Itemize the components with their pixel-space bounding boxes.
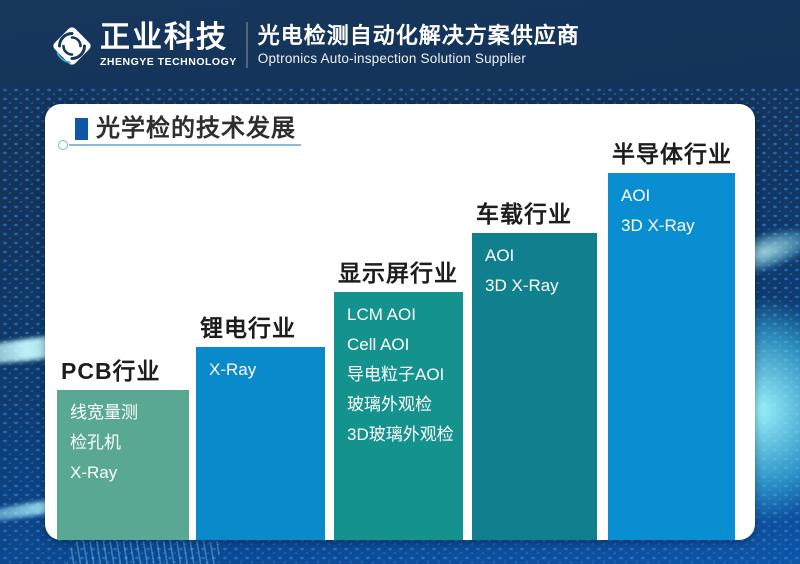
tagline-zh: 光电检测自动化解决方案供应商: [257, 22, 580, 48]
bar-group: 显示屏行业 LCM AOI Cell AOI 导电粒子AOI 玻璃外观检 3D玻璃外观检: [334, 260, 463, 540]
bar: 线宽量测检孔机 X-Ray: [57, 390, 189, 540]
bar-item: AOI: [621, 186, 651, 205]
bar: X-Ray: [196, 347, 325, 540]
bar-item: X-Ray: [209, 360, 257, 379]
tagline-en: Optronics Auto-inspection Solution Suppl…: [257, 51, 527, 67]
underline-circle-icon: [58, 140, 68, 150]
brand-block: 正业科技 ZHENGYE TECHNOLOGY: [100, 22, 237, 69]
bar-category-label: 车载行业: [476, 200, 572, 227]
bar-category-label: PCB行业: [61, 357, 161, 384]
chart: PCB行业 线宽量测检孔机 X-Ray 锂电行业 X-Ray 显示屏行业 LCM …: [45, 104, 755, 540]
bar-item: 线宽量测: [70, 403, 138, 422]
header: 正业科技 ZHENGYE TECHNOLOGY 光电检测自动化解决方案供应商 O…: [0, 0, 800, 90]
zhengye-logo-icon: [53, 27, 91, 65]
bar-item: 玻璃外观检: [347, 395, 432, 414]
bar-item: 3D玻璃外观检: [347, 425, 454, 444]
bar-item: Cell AOI: [347, 335, 410, 354]
brand-name-en: ZHENGYE TECHNOLOGY: [100, 56, 237, 69]
bar-group: 锂电行业 X-Ray: [196, 315, 325, 540]
bar: AOI 3D X-Ray: [472, 233, 597, 540]
bar-group: 车载行业 AOI 3D X-Ray: [472, 201, 597, 540]
bar-item: 3D X-Ray: [485, 276, 559, 295]
bar: LCM AOI Cell AOI 导电粒子AOI 玻璃外观检 3D玻璃外观检: [334, 292, 463, 540]
underline-line: [69, 144, 301, 146]
bar-category-label: 锂电行业: [200, 314, 296, 341]
slide-title-row: 光学检的技术发展: [75, 117, 296, 141]
bar-item: LCM AOI: [347, 305, 416, 324]
bar-item: 检孔机: [70, 433, 121, 452]
slide-card: 光学检的技术发展 PCB行业 线宽量测检孔机 X-Ray 锂电行业 X-Ray 显…: [45, 104, 755, 540]
bar-category-label: 显示屏行业: [338, 259, 458, 286]
bar-group: 半导体行业 AOI 3D X-Ray: [608, 141, 735, 540]
slide-title: 光学检的技术发展: [96, 115, 296, 142]
header-divider: [245, 22, 248, 68]
bar-item: AOI: [485, 246, 515, 265]
bar-category-label: 半导体行业: [612, 140, 732, 167]
bar-group: PCB行业 线宽量测检孔机 X-Ray: [57, 358, 189, 540]
bar-item: 3D X-Ray: [621, 216, 695, 235]
title-bullet-icon: [75, 118, 88, 140]
bar-item: 导电粒子AOI: [347, 365, 445, 384]
diagonal-hatch: [66, 541, 224, 564]
bar: AOI 3D X-Ray: [608, 173, 735, 540]
tagline-block: 光电检测自动化解决方案供应商 Optronics Auto-inspection…: [257, 22, 580, 67]
bar-item: X-Ray: [70, 463, 118, 482]
title-underline: [58, 140, 301, 150]
brand-name-zh: 正业科技: [100, 20, 228, 54]
